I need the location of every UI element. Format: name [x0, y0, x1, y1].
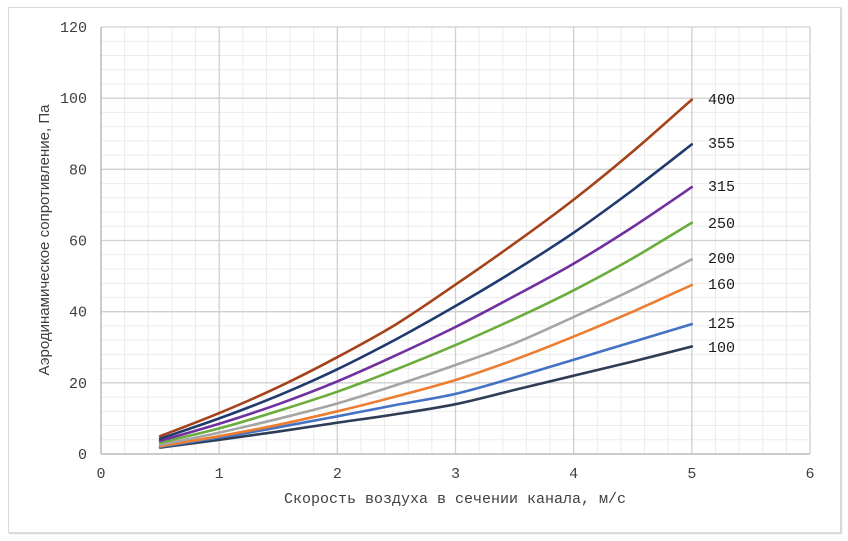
series-label-400: 400 [708, 92, 735, 109]
major-gridlines [100, 26, 811, 455]
y-tick-label: 60 [69, 234, 87, 251]
series-line-200 [158, 258, 694, 446]
series-label-200: 200 [708, 251, 735, 268]
x-tick-label: 1 [215, 466, 224, 483]
series-line-315 [158, 185, 694, 443]
y-tick-label: 120 [60, 20, 87, 37]
y-tick-label: 20 [69, 376, 87, 393]
series-line-100 [158, 345, 694, 449]
series-label-100: 100 [708, 340, 735, 357]
x-axis-title: Скорость воздуха в сечении канала, м/с [284, 491, 626, 508]
y-axis-title: Аэродинамическое сопротивление, Па [36, 104, 53, 376]
x-tick-label: 0 [96, 466, 105, 483]
series-line-355 [158, 143, 694, 440]
x-axis-ticks: 0 1 2 3 4 5 6 [96, 466, 814, 483]
series-labels: 400 355 315 250 200 160 125 100 [708, 92, 735, 357]
y-tick-label: 80 [69, 162, 87, 179]
series-line-250 [158, 221, 694, 444]
x-tick-label: 4 [569, 466, 578, 483]
chart-frame [8, 7, 841, 533]
x-tick-label: 3 [451, 466, 460, 483]
series-line-160 [158, 283, 694, 448]
axes [100, 27, 810, 455]
y-tick-label: 40 [69, 305, 87, 322]
y-tick-label: 0 [78, 447, 87, 464]
x-tick-label: 2 [333, 466, 342, 483]
series-line-125 [158, 322, 694, 449]
x-tick-label: 6 [805, 466, 814, 483]
series-label-315: 315 [708, 179, 735, 196]
series-line-400 [158, 98, 694, 438]
series-label-250: 250 [708, 216, 735, 233]
data-series [158, 98, 694, 449]
y-axis-ticks: 0 20 40 60 80 100 120 [60, 20, 87, 464]
series-label-160: 160 [708, 277, 735, 294]
y-tick-label: 100 [60, 91, 87, 108]
series-label-125: 125 [708, 316, 735, 333]
series-label-355: 355 [708, 136, 735, 153]
x-tick-label: 5 [687, 466, 696, 483]
